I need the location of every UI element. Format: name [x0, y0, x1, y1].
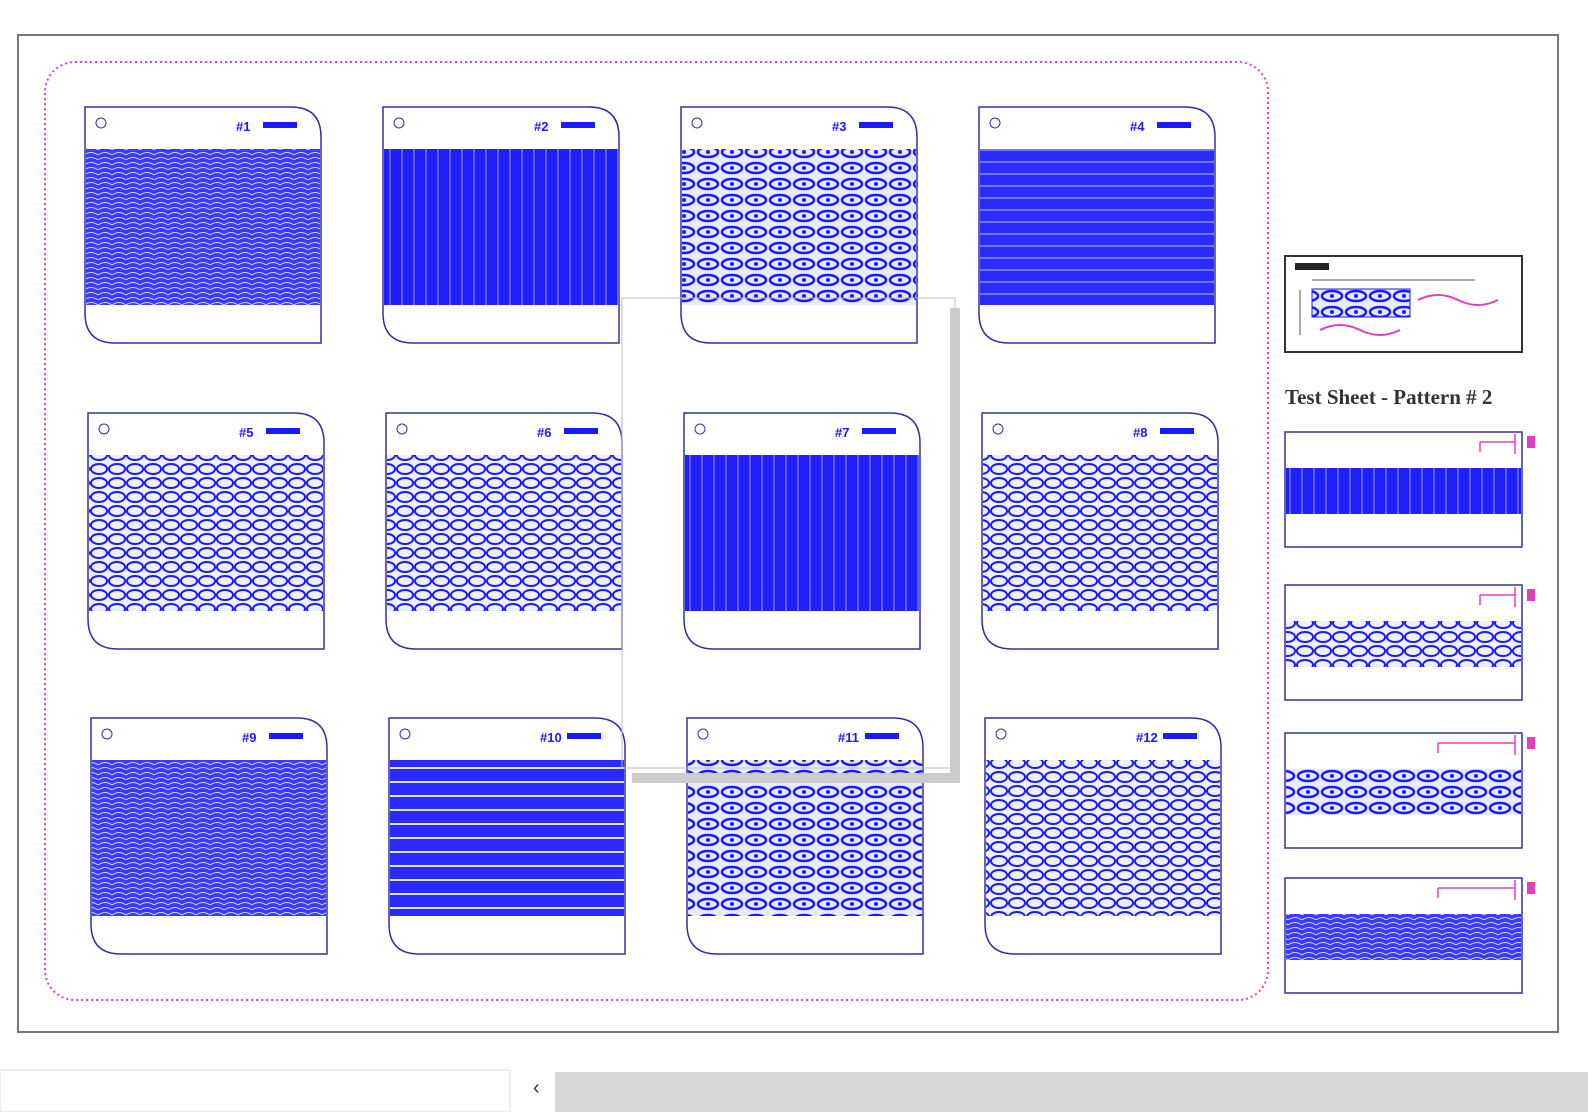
- tile-pattern: [682, 149, 916, 305]
- sheet-title: Test Sheet - Pattern # 2: [1285, 385, 1492, 409]
- strip-dimension: [1437, 880, 1516, 900]
- tile-label-note: [859, 122, 893, 128]
- strip-pattern: [1286, 769, 1521, 815]
- tile-label: #12: [1136, 730, 1158, 745]
- tile-hole: [396, 423, 408, 435]
- tile-hole: [992, 423, 1004, 435]
- strip-pattern: [1286, 914, 1521, 960]
- tile-pattern: [86, 149, 320, 305]
- tile-hole: [98, 423, 110, 435]
- tile: #11: [686, 717, 924, 955]
- tile-label-note: [269, 733, 303, 739]
- tile-hole: [399, 728, 411, 740]
- tile-label-note: [1163, 733, 1197, 739]
- tile-label: #4: [1130, 119, 1145, 134]
- tile-hole: [989, 117, 1001, 129]
- cut-border: [44, 61, 1269, 1001]
- status-field: [0, 1069, 511, 1112]
- tile-hole: [691, 117, 703, 129]
- tile-label: #5: [239, 425, 253, 440]
- tile-label-note: [263, 122, 297, 128]
- tile: #10: [388, 717, 626, 955]
- strip-pattern: [1286, 468, 1521, 514]
- tile-pattern: [986, 760, 1220, 916]
- test-strip: [1284, 431, 1535, 548]
- tile-label: #6: [537, 425, 551, 440]
- tile: #3: [680, 106, 918, 344]
- strip-dimension: [1479, 587, 1516, 607]
- tile-hole: [101, 728, 113, 740]
- tile: #9: [90, 717, 328, 955]
- tile-hole: [694, 423, 706, 435]
- tile-label-note: [266, 428, 300, 434]
- tile-pattern: [688, 760, 922, 916]
- tile-label-note: [564, 428, 598, 434]
- tile-hole: [697, 728, 709, 740]
- strip-mark: [1527, 589, 1535, 601]
- strip-dimension: [1479, 434, 1516, 454]
- tile-label: #9: [242, 730, 256, 745]
- tile-pattern: [384, 149, 618, 305]
- tile-pattern: [387, 455, 621, 611]
- test-strip: [1284, 732, 1535, 849]
- tile-pattern: [685, 455, 919, 611]
- tile: #7: [683, 412, 921, 650]
- tile-hole: [95, 117, 107, 129]
- tile-label: #7: [835, 425, 849, 440]
- tile: #2: [382, 106, 620, 344]
- tile-pattern: [980, 149, 1214, 305]
- test-strips: [1284, 431, 1535, 994]
- tile-label-note: [1160, 428, 1194, 434]
- tile: #5: [87, 412, 325, 650]
- tile-pattern: [89, 455, 323, 611]
- tile: #12: [984, 717, 1222, 955]
- tile-label: #11: [838, 730, 859, 745]
- legend-box: [1284, 255, 1523, 353]
- tile: #1: [84, 106, 322, 344]
- scroll-left-icon[interactable]: ‹: [533, 1077, 540, 1099]
- strip-mark: [1527, 882, 1535, 894]
- sheet-border: [17, 34, 1559, 1033]
- tile: #6: [385, 412, 623, 650]
- tile-label: #2: [534, 119, 548, 134]
- tile-pattern: [92, 760, 326, 916]
- strip-dimension: [1437, 735, 1516, 755]
- test-strip: [1284, 584, 1535, 701]
- tile: #8: [981, 412, 1219, 650]
- strip-mark: [1527, 436, 1535, 448]
- tile-label: #3: [832, 119, 846, 134]
- tile-label-note: [1157, 122, 1191, 128]
- tile-grid: #1 #2 #3 #4 #5 #6 #7 #8 #9 #10 #11 #12: [84, 106, 1222, 955]
- tile-label: #1: [236, 119, 250, 134]
- tile-label-note: [561, 122, 595, 128]
- tile-label-note: [862, 428, 896, 434]
- scrollbar-track[interactable]: [555, 1072, 1588, 1112]
- tile-hole: [995, 728, 1007, 740]
- tile-label-note: [567, 733, 601, 739]
- tile-label: #8: [1133, 425, 1147, 440]
- strip-mark: [1527, 737, 1535, 749]
- selection-shadow: [632, 308, 960, 783]
- test-strip: [1284, 877, 1535, 994]
- tile-pattern: [983, 455, 1217, 611]
- tile-label-note: [865, 733, 899, 739]
- tile-label: #10: [540, 730, 562, 745]
- strip-pattern: [1286, 621, 1521, 667]
- tile-hole: [393, 117, 405, 129]
- tile-pattern: [390, 760, 624, 916]
- tile: #4: [978, 106, 1216, 344]
